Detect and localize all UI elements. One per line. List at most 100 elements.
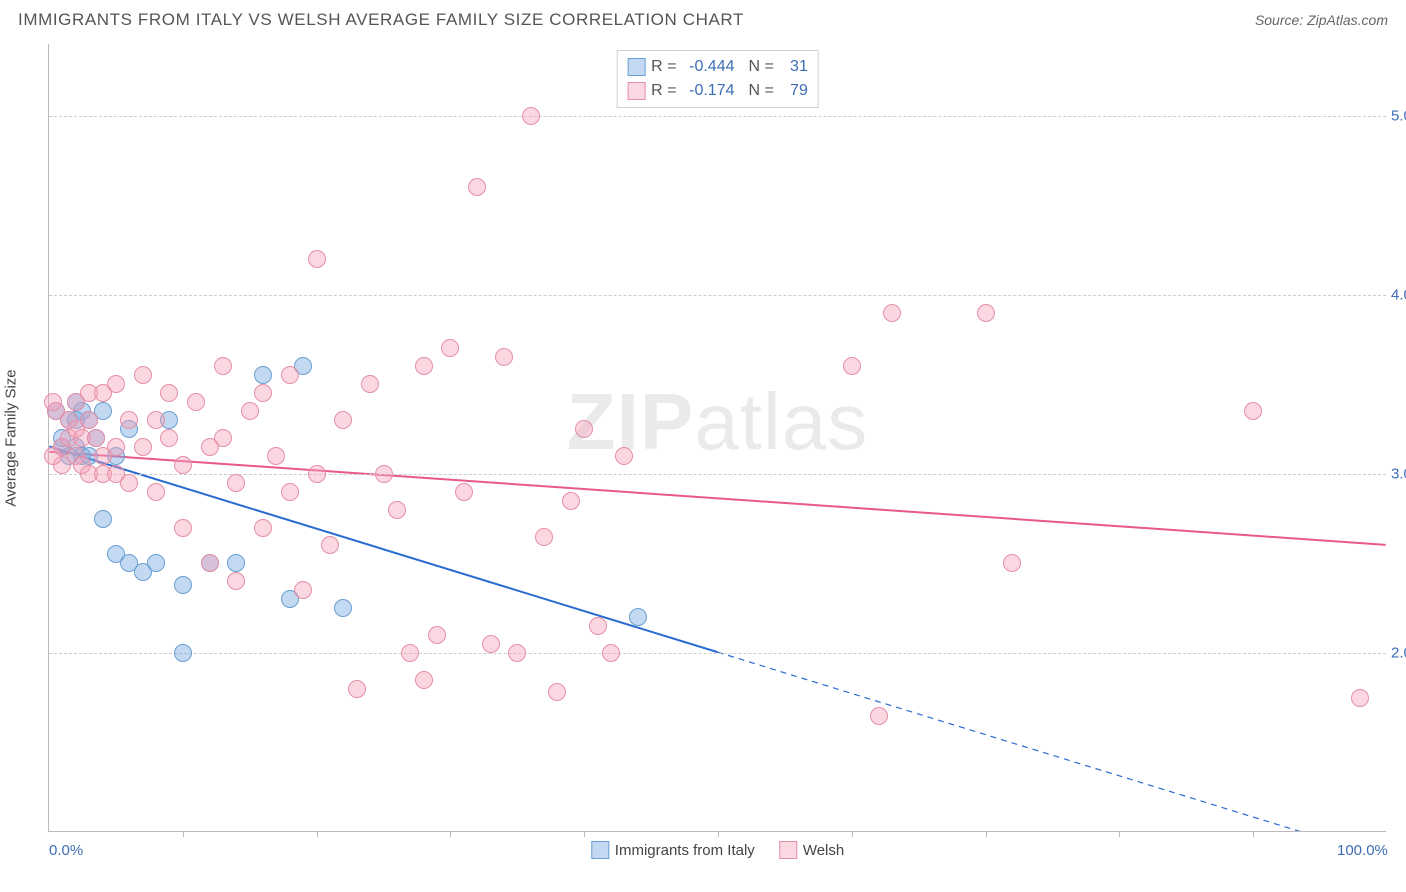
scatter-point [977,304,995,322]
scatter-point [227,572,245,590]
scatter-point [147,411,165,429]
scatter-point [201,554,219,572]
scatter-point [134,438,152,456]
scatter-point [441,339,459,357]
scatter-point [107,375,125,393]
scatter-point [415,357,433,375]
scatter-point [1244,402,1262,420]
legend-series-label: Welsh [803,842,844,859]
legend-swatch [627,82,645,100]
scatter-point [334,599,352,617]
scatter-point [227,474,245,492]
scatter-point [535,528,553,546]
scatter-point [615,447,633,465]
scatter-point [160,429,178,447]
scatter-point [44,393,62,411]
scatter-point [294,581,312,599]
scatter-point [308,465,326,483]
scatter-point [883,304,901,322]
scatter-point [334,411,352,429]
scatter-point [1351,689,1369,707]
x-tick [317,831,318,837]
x-tick [584,831,585,837]
x-tick [852,831,853,837]
source-attribution: Source: ZipAtlas.com [1255,12,1388,28]
scatter-point [174,456,192,474]
scatter-point [267,447,285,465]
scatter-point [548,683,566,701]
scatter-point [80,411,98,429]
x-tick [986,831,987,837]
scatter-point [94,510,112,528]
scatter-point [602,644,620,662]
scatter-point [227,554,245,572]
legend-series-item: Welsh [779,841,844,859]
scatter-point [120,474,138,492]
scatter-point [482,635,500,653]
legend-r-label: R = [651,55,676,79]
scatter-point [308,250,326,268]
scatter-point [44,447,62,465]
scatter-point [160,384,178,402]
chart-plot-area: Average Family Size ZIPatlas R =-0.444N … [48,44,1386,832]
y-tick-label: 3.00 [1391,465,1406,482]
scatter-point [174,644,192,662]
scatter-point [415,671,433,689]
scatter-point [375,465,393,483]
scatter-point [361,375,379,393]
scatter-point [348,680,366,698]
legend-swatch [779,841,797,859]
y-tick-label: 2.00 [1391,644,1406,661]
chart-title: IMMIGRANTS FROM ITALY VS WELSH AVERAGE F… [18,10,744,30]
legend-stat-row: R =-0.444N =31 [627,55,808,79]
gridline-h [49,116,1386,117]
scatter-point [120,411,138,429]
gridline-h [49,474,1386,475]
legend-n-label: N = [749,79,774,103]
legend-n-value: 31 [780,55,808,79]
scatter-point [321,536,339,554]
scatter-point [589,617,607,635]
legend-statistics: R =-0.444N =31R = -0.174 N =79 [616,50,819,108]
scatter-point [254,519,272,537]
scatter-point [107,438,125,456]
scatter-point [388,501,406,519]
legend-r-value: -0.174 [683,79,735,103]
legend-r-label: R = [651,79,676,103]
scatter-point [843,357,861,375]
y-tick-label: 5.00 [1391,107,1406,124]
trend-lines-svg [49,44,1386,831]
scatter-point [870,707,888,725]
x-tick-label: 100.0% [1337,842,1388,859]
scatter-point [495,348,513,366]
scatter-point [1003,554,1021,572]
scatter-point [575,420,593,438]
legend-swatch [591,841,609,859]
scatter-point [147,483,165,501]
y-axis-label: Average Family Size [3,369,20,506]
x-tick-label: 0.0% [49,842,83,859]
scatter-point [254,384,272,402]
x-tick [1253,831,1254,837]
scatter-point [87,429,105,447]
legend-swatch [627,58,645,76]
scatter-point [508,644,526,662]
scatter-point [468,178,486,196]
legend-n-value: 79 [780,79,808,103]
legend-series-label: Immigrants from Italy [615,842,755,859]
scatter-point [174,519,192,537]
scatter-point [254,366,272,384]
scatter-point [629,608,647,626]
x-tick [183,831,184,837]
scatter-point [281,483,299,501]
scatter-point [214,429,232,447]
scatter-point [134,366,152,384]
gridline-h [49,295,1386,296]
scatter-point [214,357,232,375]
legend-series: Immigrants from Italy Welsh [591,841,844,859]
gridline-h [49,653,1386,654]
scatter-point [455,483,473,501]
y-tick-label: 4.00 [1391,286,1406,303]
scatter-point [401,644,419,662]
x-tick [1119,831,1120,837]
